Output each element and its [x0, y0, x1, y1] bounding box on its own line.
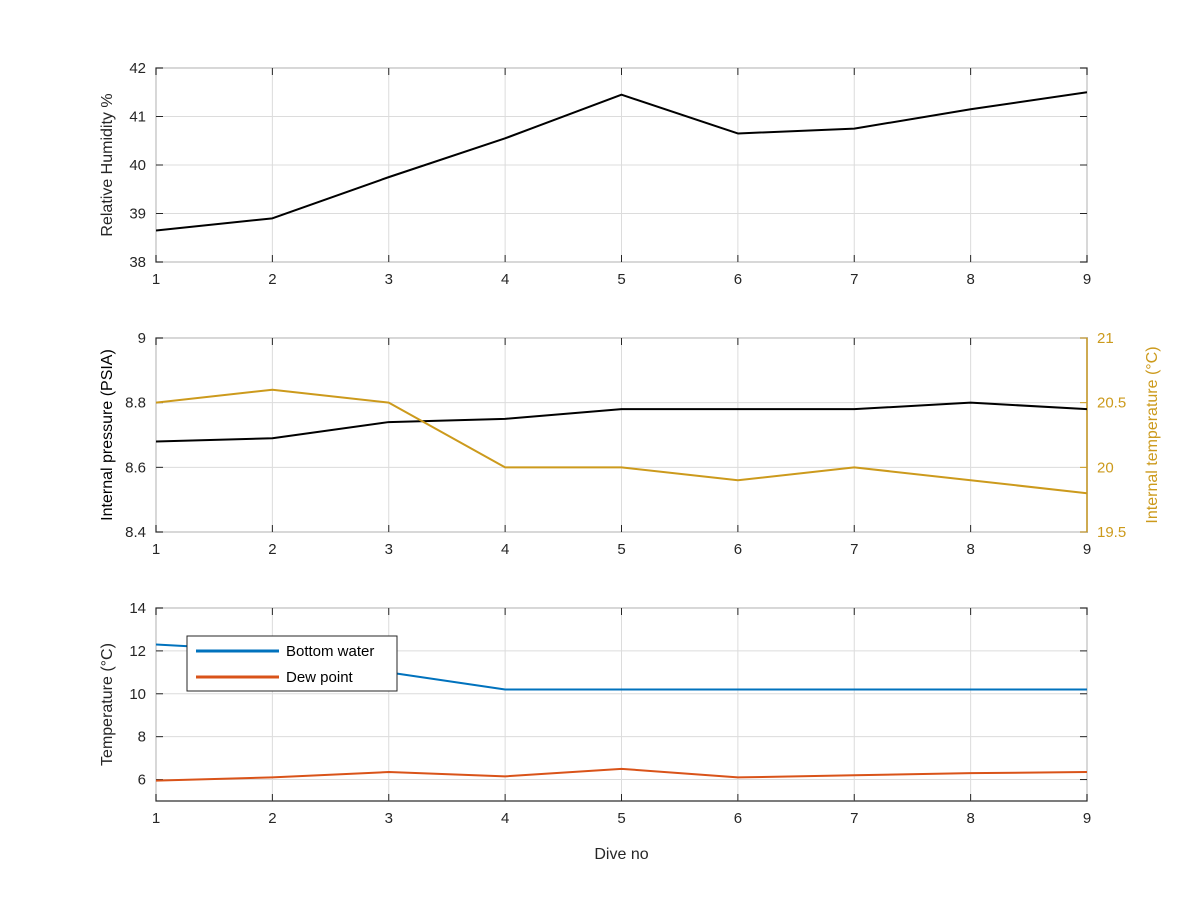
x-tick-label: 6 [734, 541, 742, 558]
y-tick-label: 8.8 [125, 395, 146, 412]
legend-label: Bottom water [286, 643, 374, 660]
y-tick-label: 8.6 [125, 459, 146, 476]
y-tick-label: 8.4 [125, 524, 146, 541]
x-tick-label: 6 [734, 271, 742, 288]
x-tick-label: 1 [152, 810, 160, 827]
x-tick-label: 7 [850, 810, 858, 827]
x-tick-label: 4 [501, 541, 509, 558]
x-tick-label: 2 [268, 271, 276, 288]
right-y-axis-title: Internal temperature (°C) [1144, 346, 1161, 523]
y-tick-label: 42 [129, 60, 146, 77]
y-tick-label: 39 [129, 206, 146, 223]
y-tick-label: 9 [138, 330, 146, 347]
series-line-1 [156, 388, 1087, 495]
x-tick-label: 5 [617, 541, 625, 558]
x-tick-label: 5 [617, 810, 625, 827]
x-tick-label: 7 [850, 271, 858, 288]
y-tick-label: 12 [129, 643, 146, 660]
x-tick-label: 8 [966, 541, 974, 558]
x-axis-title: Dive no [594, 846, 648, 863]
y-tick-label: 41 [129, 109, 146, 126]
legend-label: Dew point [286, 669, 354, 686]
legend: Bottom water Dew point [186, 635, 398, 692]
y-tick-label: 10 [129, 686, 146, 703]
y-tick-label: 38 [129, 254, 146, 271]
y-tick-label: 40 [129, 157, 146, 174]
y-tick-label: 14 [129, 600, 146, 617]
x-tick-label: 8 [966, 271, 974, 288]
humidity-subplot: 1 2 3 4 5 6 7 8 9 38 39 40 41 42 Relative Humidity % [99, 60, 1091, 288]
x-tick-label: 3 [385, 810, 393, 827]
right-y-tick-label: 20.5 [1097, 395, 1126, 412]
x-tick-label: 4 [501, 271, 509, 288]
x-tick-label: 1 [152, 271, 160, 288]
series-line-0 [156, 401, 1087, 443]
pressure-temperature-subplot: 1 2 3 4 5 6 7 8 9 8.4 8.6 8.8 9 19.5 20 20.5 21 Internal … [99, 330, 1161, 558]
legend-box [186, 635, 398, 692]
x-tick-label: 3 [385, 541, 393, 558]
x-tick-label: 9 [1083, 271, 1091, 288]
y-axis-title: Relative Humidity % [99, 93, 116, 236]
right-y-tick-label: 20 [1097, 459, 1114, 476]
x-tick-label: 5 [617, 271, 625, 288]
x-tick-label: 9 [1083, 810, 1091, 827]
x-tick-label: 3 [385, 271, 393, 288]
x-tick-label: 9 [1083, 541, 1091, 558]
right-y-tick-label: 19.5 [1097, 524, 1126, 541]
y-axis-title: Temperature (°C) [99, 643, 116, 766]
y-axis-title: Internal pressure (PSIA) [99, 349, 116, 521]
x-tick-label: 4 [501, 810, 509, 827]
y-tick-label: 8 [138, 729, 146, 746]
x-tick-label: 6 [734, 810, 742, 827]
y-tick-label: 6 [138, 772, 146, 789]
series-line-0 [156, 91, 1087, 232]
x-tick-label: 2 [268, 541, 276, 558]
series-line-1 [156, 767, 1087, 782]
right-y-tick-label: 21 [1097, 330, 1114, 347]
x-tick-label: 7 [850, 541, 858, 558]
x-tick-label: 2 [268, 810, 276, 827]
x-tick-label: 8 [966, 810, 974, 827]
x-tick-label: 1 [152, 541, 160, 558]
